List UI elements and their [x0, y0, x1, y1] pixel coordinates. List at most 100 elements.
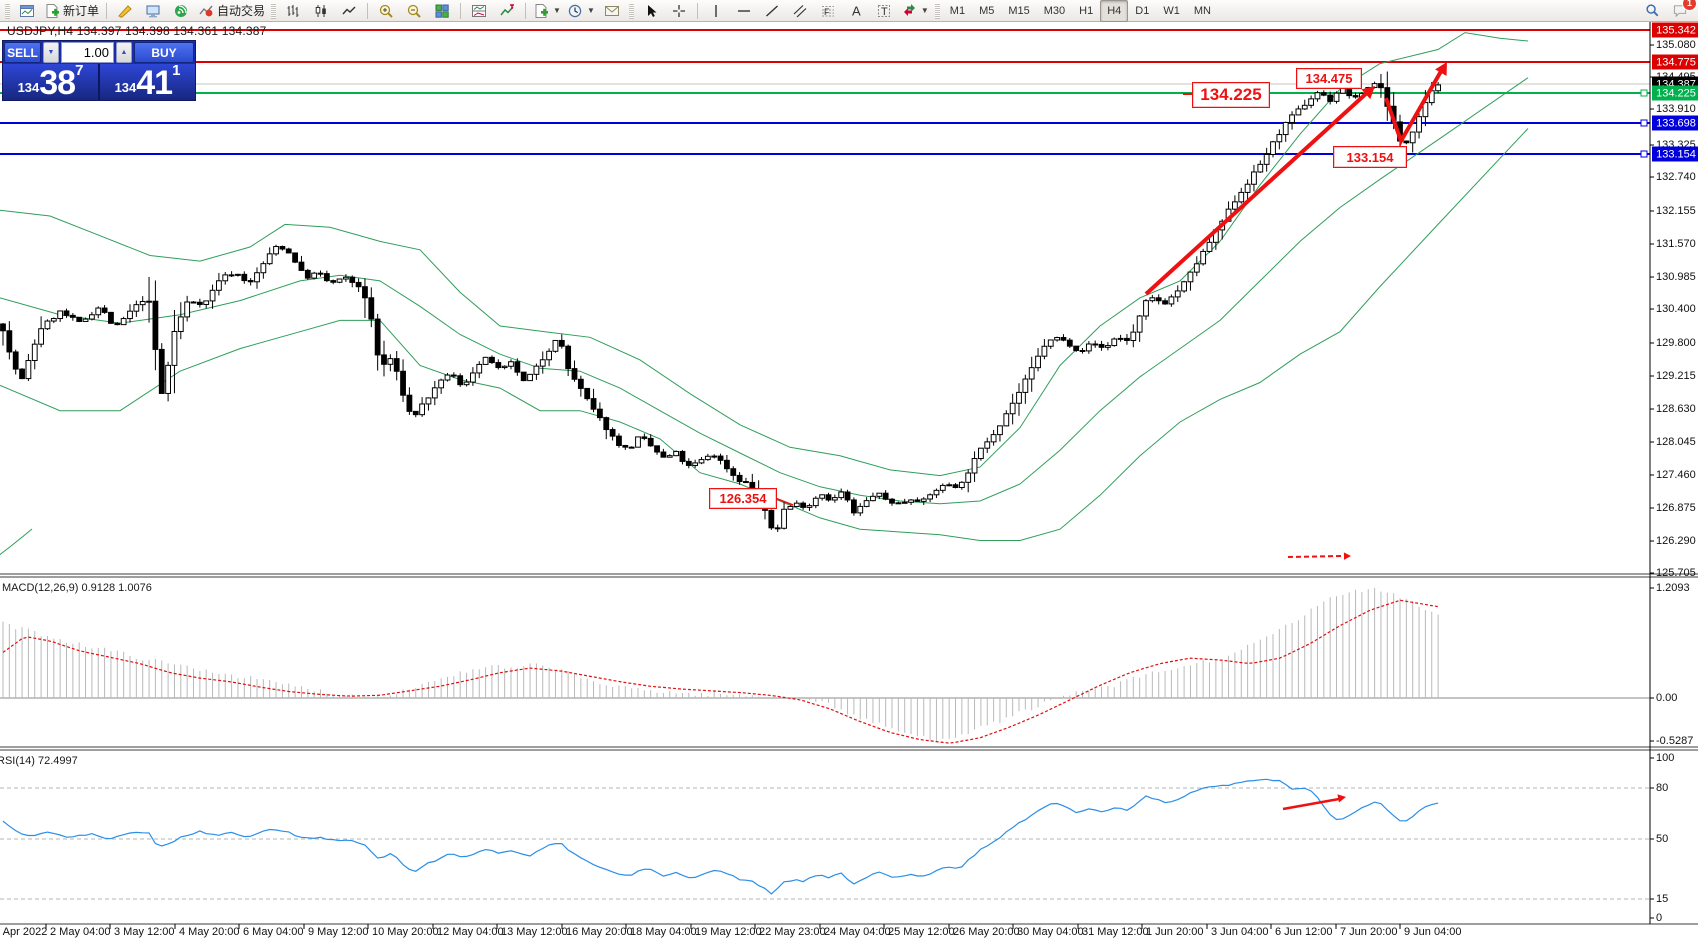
- new-order-button[interactable]: 新订单: [41, 0, 102, 22]
- text-label-button[interactable]: T: [870, 0, 898, 22]
- tf-H1[interactable]: H1: [1079, 4, 1094, 17]
- price-axis-tick: 130.985: [1656, 271, 1696, 283]
- templates-button[interactable]: [598, 0, 626, 22]
- macd-axis-tick: -0.5287: [1656, 735, 1694, 747]
- buy-price[interactable]: 134 41 1: [100, 63, 195, 100]
- time-axis-label[interactable]: 24 May 04:00: [824, 926, 891, 938]
- price-axis-tick: 129.800: [1656, 337, 1696, 349]
- buy-button[interactable]: BUY: [134, 42, 194, 63]
- price-annotation-box[interactable]: 133.154: [1333, 146, 1407, 168]
- time-axis-label[interactable]: 4 May 20:00: [179, 926, 240, 938]
- buy-price-prefix: 134: [114, 80, 137, 95]
- sell-price[interactable]: 134 38 7: [3, 63, 98, 100]
- styler-button[interactable]: [111, 0, 139, 22]
- autotrading-button[interactable]: 自动交易: [195, 0, 268, 22]
- price-axis-tick: 132.740: [1656, 171, 1696, 183]
- tile-windows-button[interactable]: [428, 0, 456, 22]
- price-level-badge: 134.225: [1652, 85, 1698, 101]
- price-annotation-box[interactable]: 134.225: [1192, 82, 1270, 108]
- time-axis-label[interactable]: 3 Jun 04:00: [1211, 926, 1269, 938]
- fibonacci-button[interactable]: F: [814, 0, 842, 22]
- tf-H4[interactable]: H4: [1100, 0, 1129, 22]
- time-axis-label[interactable]: 2 May 04:00: [50, 926, 111, 938]
- indicator-window-button[interactable]: [465, 0, 493, 22]
- volume-increase-button[interactable]: ▲: [116, 42, 132, 63]
- tf-M5[interactable]: M5: [979, 4, 995, 17]
- mail-icon: [604, 5, 619, 16]
- fibo-icon: F: [821, 5, 834, 17]
- channel-button[interactable]: [786, 0, 814, 22]
- signals-button[interactable]: [167, 0, 195, 22]
- candle-chart-button[interactable]: [307, 0, 335, 22]
- price-axis-tick: 130.400: [1656, 303, 1696, 315]
- search-button[interactable]: [1638, 0, 1666, 22]
- tf-M15[interactable]: M15: [1008, 4, 1030, 17]
- time-axis-label[interactable]: 1 Jun 20:00: [1146, 926, 1204, 938]
- time-axis-label[interactable]: 9 Jun 04:00: [1404, 926, 1462, 938]
- time-axis-label[interactable]: 12 May 04:00: [437, 926, 504, 938]
- price-level-badge: 134.775: [1652, 54, 1698, 70]
- line-handle: [1640, 89, 1648, 97]
- volume-decrease-button[interactable]: ▼: [43, 42, 59, 63]
- terminal-button[interactable]: [139, 0, 167, 22]
- tf-M30[interactable]: M30: [1043, 4, 1066, 17]
- period-button[interactable]: ▼: [564, 0, 598, 22]
- text-button[interactable]: A: [842, 0, 870, 22]
- search-icon: [1645, 4, 1658, 17]
- rsi-axis-tick: 80: [1656, 782, 1669, 794]
- tf-W1[interactable]: W1: [1163, 4, 1180, 17]
- time-axis-label[interactable]: 19 May 12:00: [695, 926, 762, 938]
- vertical-line-button[interactable]: [702, 0, 730, 22]
- price-annotation-box[interactable]: 126.354: [709, 488, 777, 509]
- time-axis-label[interactable]: 6 Jun 12:00: [1275, 926, 1333, 938]
- time-axis-label[interactable]: 7 Jun 20:00: [1340, 926, 1398, 938]
- zoom-in-button[interactable]: [372, 0, 400, 22]
- sell-button[interactable]: SELL: [4, 42, 41, 63]
- line-handle: [1640, 119, 1648, 127]
- time-axis-label[interactable]: 3 May 12:00: [114, 926, 175, 938]
- chat-button[interactable]: 1: [1666, 0, 1697, 22]
- time-axis-label[interactable]: 16 May 20:00: [566, 926, 633, 938]
- price-annotation-box[interactable]: 134.475: [1296, 68, 1362, 89]
- arrows-button[interactable]: ▼: [898, 0, 932, 22]
- line-chart-button[interactable]: [335, 0, 363, 22]
- chart-window-button[interactable]: [13, 0, 41, 22]
- tf-D1[interactable]: D1: [1135, 4, 1150, 17]
- price-axis-tick: 133.910: [1656, 103, 1696, 115]
- zoom-out-button[interactable]: [400, 0, 428, 22]
- toolbar-items: 新订单 自动交易 ▼ ▼ F A T ▼: [2, 0, 943, 22]
- time-axis-label[interactable]: 18 May 04:00: [630, 926, 697, 938]
- trendline-button[interactable]: [758, 0, 786, 22]
- add-indicator-button[interactable]: ▼: [530, 0, 564, 22]
- rsi-axis-tick: 50: [1656, 833, 1669, 845]
- time-axis-label[interactable]: 22 May 23:00: [759, 926, 826, 938]
- price-axis-tick: 128.630: [1656, 403, 1696, 415]
- indicator-list-button[interactable]: [493, 0, 521, 22]
- time-axis-label[interactable]: 26 May 20:00: [953, 926, 1020, 938]
- bar-chart-button[interactable]: [279, 0, 307, 22]
- price-axis-tick: 128.045: [1656, 436, 1696, 448]
- time-axis-label[interactable]: 6 May 04:00: [243, 926, 304, 938]
- docplus-icon: [46, 3, 59, 18]
- autotrading-button-label: 自动交易: [217, 4, 266, 18]
- tf-MN[interactable]: MN: [1193, 4, 1211, 17]
- toolbar-grip: [934, 2, 940, 19]
- time-axis-label[interactable]: 30 May 04:00: [1017, 926, 1084, 938]
- time-axis-label[interactable]: 10 May 20:00: [372, 926, 439, 938]
- time-axis-label[interactable]: 9 May 12:00: [308, 926, 369, 938]
- time-axis-label[interactable]: 25 May 12:00: [888, 926, 955, 938]
- horizontal-line-button[interactable]: [730, 0, 758, 22]
- rsi-label: RSI(14) 72.4997: [0, 755, 78, 767]
- time-axis-label[interactable]: 31 May 12:00: [1082, 926, 1149, 938]
- cursor-button[interactable]: [637, 0, 665, 22]
- price-divider: [98, 64, 100, 100]
- time-axis-label[interactable]: 13 May 12:00: [501, 926, 568, 938]
- time-axis-label[interactable]: 28 Apr 2022: [0, 926, 48, 938]
- notification-badge: 1: [1682, 0, 1697, 11]
- volume-input[interactable]: [61, 42, 114, 63]
- crosshair-button[interactable]: [665, 0, 693, 22]
- chevron-down-icon: ▼: [920, 6, 929, 15]
- tf-M1[interactable]: M1: [949, 4, 966, 17]
